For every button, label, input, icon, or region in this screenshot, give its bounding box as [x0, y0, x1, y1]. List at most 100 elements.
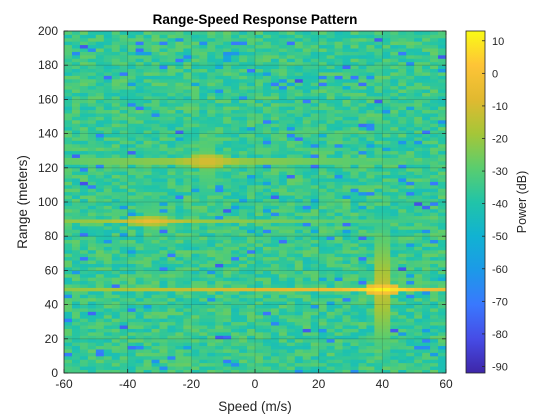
heat-cell — [215, 181, 224, 186]
heat-cell — [247, 68, 256, 73]
heat-cell — [318, 369, 328, 374]
heat-cell — [302, 54, 312, 59]
heat-cell — [342, 92, 351, 97]
heat-cell — [111, 106, 121, 111]
heat-cell — [183, 239, 192, 244]
heat-cell — [183, 123, 192, 128]
heat-cell — [143, 164, 152, 169]
heat-cell — [64, 219, 73, 223]
heat-cell — [342, 205, 351, 210]
heat-cell — [215, 284, 224, 288]
heat-cell — [191, 54, 200, 59]
heat-cell — [374, 109, 383, 114]
heat-cell — [103, 164, 113, 169]
heat-cell — [270, 198, 280, 203]
heat-cell — [422, 137, 431, 141]
heat-cell — [350, 147, 359, 152]
heat-cell — [183, 287, 192, 292]
heat-cell — [294, 137, 304, 141]
heat-cell — [111, 164, 121, 169]
heat-cell — [79, 297, 89, 302]
heat-cell — [262, 75, 272, 80]
heat-cell — [183, 349, 192, 353]
heat-cell — [239, 208, 248, 213]
heat-cell — [247, 106, 256, 111]
heat-cell — [294, 325, 304, 329]
heat-cell — [302, 287, 312, 292]
heat-cell — [278, 256, 288, 261]
heat-cell — [119, 154, 129, 158]
heat-cell — [270, 150, 280, 155]
heat-cell — [310, 147, 320, 152]
heat-cell — [326, 106, 335, 111]
heat-cell — [207, 31, 216, 35]
heat-cell — [207, 256, 216, 261]
heat-cell — [64, 338, 73, 343]
heat-cell — [398, 294, 407, 299]
colorbar — [465, 30, 486, 374]
heat-cell — [326, 349, 335, 353]
heat-cell — [87, 34, 97, 39]
heat-cell — [390, 116, 399, 121]
heat-cell — [326, 181, 335, 186]
heat-cell — [175, 178, 184, 182]
heat-cell — [438, 154, 447, 158]
heat-cell — [191, 61, 200, 66]
heat-cell — [167, 191, 176, 196]
heat-cell — [422, 82, 431, 87]
heat-cell — [231, 270, 240, 275]
heat-cell — [71, 205, 81, 210]
heat-cell — [215, 44, 224, 49]
heat-cell — [326, 215, 335, 220]
heat-cell — [207, 260, 216, 264]
heat-cell — [294, 92, 304, 97]
heat-cell — [382, 51, 391, 56]
heat-cell — [87, 133, 97, 138]
heat-cell — [262, 294, 272, 299]
heat-cell — [231, 178, 240, 182]
heat-cell — [175, 48, 184, 52]
heat-cell — [71, 133, 81, 138]
heat-cell — [302, 355, 312, 360]
heat-cell — [358, 75, 367, 80]
heat-cell — [207, 195, 216, 199]
heat-cell — [406, 41, 415, 46]
heat-cell — [342, 280, 351, 285]
heat-cell — [326, 205, 335, 210]
heat-cell — [278, 212, 288, 217]
heat-cell — [382, 277, 391, 282]
heat-cell — [207, 212, 216, 217]
heat-cell — [414, 133, 423, 138]
heat-cell — [398, 349, 407, 353]
heat-cell — [342, 260, 351, 264]
heat-cell — [406, 130, 415, 134]
heat-cell — [223, 331, 232, 336]
heat-cell — [135, 68, 144, 73]
heat-cell — [310, 72, 320, 76]
heat-cell — [159, 58, 168, 63]
heat-cell — [382, 113, 391, 117]
heat-cell — [286, 222, 296, 227]
heat-cell — [231, 61, 240, 66]
heat-cell — [247, 92, 256, 97]
heat-cell — [71, 95, 81, 100]
heat-cell — [215, 65, 224, 70]
heat-cell — [151, 366, 160, 370]
heat-cell — [159, 294, 168, 299]
heat-cell — [310, 54, 320, 59]
heat-cell — [318, 160, 328, 165]
heat-cell — [215, 263, 224, 268]
heat-cell — [422, 338, 431, 343]
heat-cell — [350, 178, 359, 182]
heat-cell — [127, 95, 137, 100]
heat-cell — [151, 92, 160, 97]
heat-cell — [239, 287, 248, 292]
heat-cell — [430, 137, 439, 141]
heat-cell — [159, 369, 168, 374]
heat-cell — [374, 126, 383, 131]
heat-cell — [310, 44, 320, 49]
heat-cell — [183, 143, 192, 148]
heat-cell — [183, 113, 192, 117]
heat-cell — [414, 195, 423, 199]
heat-cell — [231, 345, 240, 350]
